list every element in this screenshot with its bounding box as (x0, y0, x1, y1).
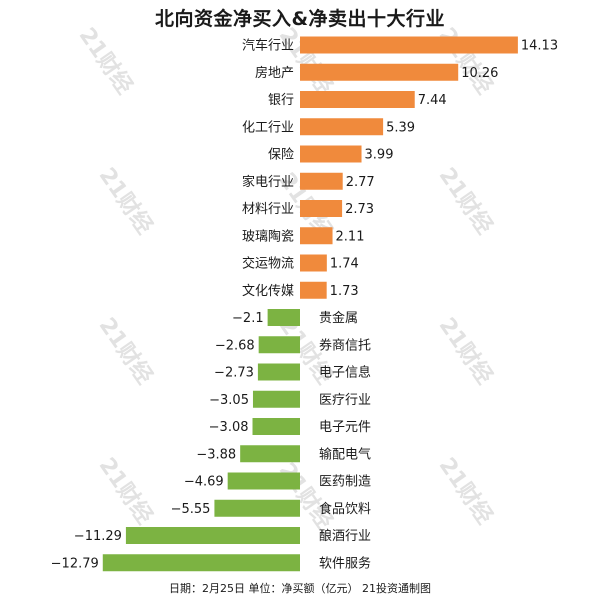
bar (214, 499, 300, 517)
value-label: 2.73 (345, 202, 374, 217)
bar (300, 63, 459, 81)
bars-group (102, 36, 518, 572)
watermark-text: 21财经 (74, 23, 138, 99)
value-label: −2.1 (232, 311, 264, 326)
value-label: 1.74 (330, 257, 359, 272)
value-label: −2.73 (214, 366, 254, 381)
bar (240, 445, 300, 463)
value-label: −5.55 (171, 502, 211, 517)
bar (257, 363, 300, 381)
category-label: 文化传媒 (242, 284, 294, 299)
bar (300, 91, 415, 108)
bar (227, 472, 300, 490)
value-label: 10.26 (461, 66, 498, 81)
bar (300, 36, 518, 54)
value-label: 14.13 (521, 39, 558, 54)
value-label: −2.68 (215, 338, 255, 353)
bar (252, 418, 300, 435)
labels-group: 汽车行业 14.13 房地产 10.26 银行 7.44 化工行业 5.39 保险 3.99 家电行… (51, 38, 558, 572)
category-label: 玻璃陶瓷 (242, 228, 294, 244)
category-label: 酿酒行业 (319, 528, 371, 544)
bar (102, 554, 300, 572)
watermark-text: 21财经 (434, 453, 498, 529)
bar (300, 200, 343, 217)
category-label: 化工行业 (242, 120, 294, 135)
category-label: 医疗行业 (319, 393, 371, 408)
bar (300, 281, 327, 299)
category-label: 输配电气 (319, 446, 371, 462)
category-label: 材料行业 (242, 202, 294, 217)
bar (125, 527, 300, 544)
bar (252, 390, 300, 408)
footer-note: 日期：2月25日 单位：净买额（亿元） 21投资通制图 (169, 582, 431, 595)
category-label: 银行 (268, 93, 294, 108)
category-label: 电子元件 (319, 420, 371, 435)
bar (300, 172, 343, 190)
category-label: 房地产 (255, 65, 294, 81)
bar (300, 118, 384, 136)
value-label: −4.69 (184, 475, 224, 490)
category-label: 软件服务 (319, 555, 371, 571)
value-label: 2.77 (346, 175, 375, 190)
value-label: −3.08 (209, 420, 249, 435)
bar (300, 145, 362, 163)
value-label: 3.99 (365, 148, 394, 163)
category-label: 食品饮料 (319, 501, 371, 517)
category-label: 券商信托 (319, 337, 371, 353)
category-label: 家电行业 (242, 174, 294, 190)
category-label: 交运物流 (242, 256, 294, 272)
value-label: −3.88 (196, 447, 236, 462)
value-label: 7.44 (418, 93, 447, 108)
watermark-text: 21财经 (274, 458, 338, 534)
value-label: 2.11 (336, 229, 365, 244)
category-label: 电子信息 (319, 365, 371, 381)
value-label: −12.79 (51, 556, 99, 571)
category-label: 汽车行业 (242, 38, 294, 54)
bar (258, 336, 300, 354)
bar (300, 254, 327, 272)
category-label: 贵金属 (319, 310, 358, 326)
value-label: 5.39 (386, 120, 415, 135)
value-label: −11.29 (74, 529, 122, 544)
watermark-text: 21财经 (94, 313, 158, 389)
bar (300, 227, 333, 245)
bar (267, 309, 300, 326)
category-label: 保险 (268, 148, 294, 163)
category-label: 医药制造 (319, 475, 371, 490)
watermark-text: 21财经 (274, 23, 338, 99)
value-label: −3.05 (209, 393, 249, 408)
value-label: 1.73 (330, 284, 359, 299)
watermark-text: 21财经 (434, 23, 498, 99)
watermark-text: 21财经 (434, 313, 498, 389)
watermark-text: 21财经 (94, 453, 158, 529)
watermark-text: 21财经 (94, 163, 158, 239)
page-title: 北向资金净买入&净卖出十大行业 (154, 8, 446, 30)
watermark-text: 21财经 (434, 163, 498, 239)
